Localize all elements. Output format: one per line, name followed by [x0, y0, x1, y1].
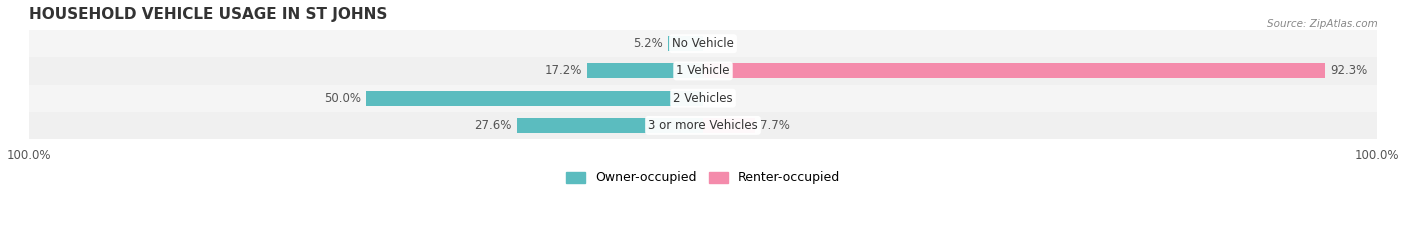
Text: 2 Vehicles: 2 Vehicles	[673, 92, 733, 105]
Bar	[703, 63, 1324, 79]
Bar	[366, 91, 703, 106]
Text: 17.2%: 17.2%	[544, 64, 582, 77]
Bar	[668, 36, 703, 51]
Bar	[703, 118, 755, 133]
Bar	[30, 57, 1376, 85]
Text: 27.6%: 27.6%	[474, 119, 512, 132]
Legend: Owner-occupied, Renter-occupied: Owner-occupied, Renter-occupied	[561, 166, 845, 189]
Bar	[517, 118, 703, 133]
Text: HOUSEHOLD VEHICLE USAGE IN ST JOHNS: HOUSEHOLD VEHICLE USAGE IN ST JOHNS	[30, 7, 388, 22]
Text: 3 or more Vehicles: 3 or more Vehicles	[648, 119, 758, 132]
Bar	[30, 85, 1376, 112]
Text: 92.3%: 92.3%	[1330, 64, 1368, 77]
Text: 7.7%: 7.7%	[761, 119, 790, 132]
Text: 50.0%: 50.0%	[323, 92, 361, 105]
Text: 1 Vehicle: 1 Vehicle	[676, 64, 730, 77]
Bar	[30, 112, 1376, 139]
Bar	[588, 63, 703, 79]
Bar	[30, 30, 1376, 57]
Text: No Vehicle: No Vehicle	[672, 37, 734, 50]
Text: 5.2%: 5.2%	[633, 37, 662, 50]
Text: Source: ZipAtlas.com: Source: ZipAtlas.com	[1267, 19, 1378, 29]
